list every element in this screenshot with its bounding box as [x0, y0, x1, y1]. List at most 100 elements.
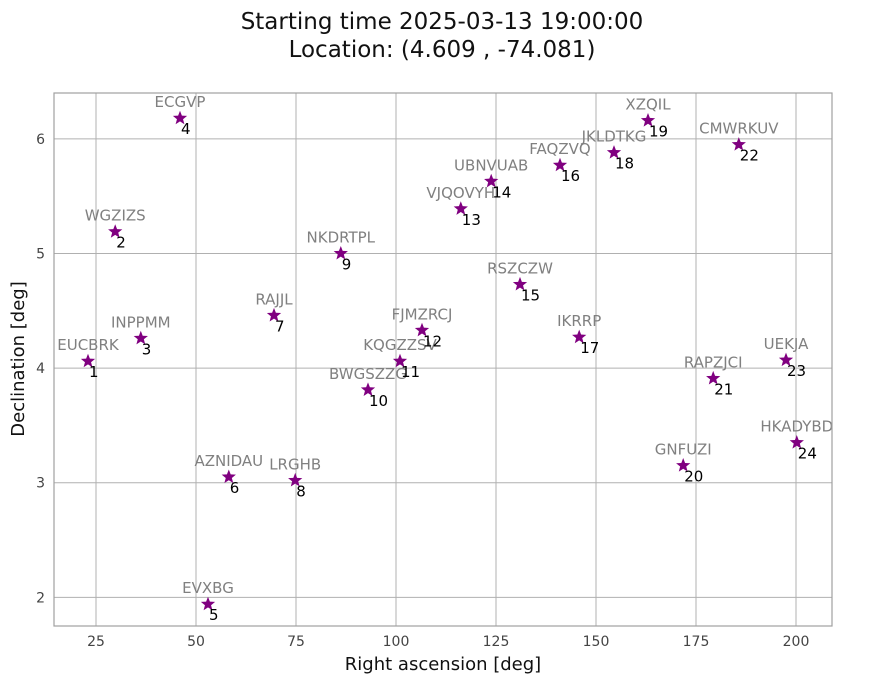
- star-marker-icon: [108, 224, 123, 238]
- data-point: EVXBG 5: [182, 579, 234, 624]
- point-number-label: 11: [401, 363, 420, 381]
- x-tick-label: 200: [783, 634, 810, 650]
- star-marker-icon: [333, 245, 348, 260]
- point-number-label: 4: [181, 120, 191, 138]
- point-number-label: 24: [798, 445, 817, 463]
- x-tick-label: 75: [287, 634, 305, 650]
- data-point: ECGVP 4: [155, 93, 206, 138]
- data-point: FAQZVQ 16: [529, 140, 590, 185]
- data-points: EUCBRK 1 WGZIZS 2 INPPMM 3 ECGVP 4 EVXBG 5 AZNIDAU…: [57, 93, 833, 624]
- point-name-label: VJQOVYH: [426, 184, 495, 202]
- point-name-label: RAJJL: [255, 290, 293, 308]
- data-point: KQGZZSV 11: [363, 336, 437, 381]
- x-tick-label: 150: [583, 634, 610, 650]
- x-tick-label: 125: [483, 634, 510, 650]
- x-tick-label: 175: [683, 634, 710, 650]
- chart-title-line-1: Starting time 2025-03-13 19:00:00: [241, 9, 644, 35]
- data-point: AZNIDAU 6: [194, 452, 263, 497]
- point-name-label: LRGHB: [269, 455, 321, 473]
- star-marker-icon: [200, 596, 216, 611]
- star-marker-icon: [731, 137, 746, 151]
- star-marker-icon: [453, 201, 468, 215]
- point-number-label: 10: [369, 392, 388, 410]
- point-number-label: 17: [580, 339, 599, 357]
- point-number-label: 21: [714, 380, 733, 398]
- point-number-label: 23: [787, 362, 806, 380]
- x-tick-label: 100: [383, 634, 410, 650]
- star-marker-icon: [706, 370, 721, 385]
- data-point: RSZCZW 15: [487, 259, 553, 304]
- point-number-label: 1: [89, 363, 99, 381]
- plot-frame: [53, 92, 833, 627]
- data-point: IKRRP 17: [557, 312, 601, 357]
- star-marker-icon: [552, 157, 568, 172]
- point-number-label: 5: [209, 606, 219, 624]
- star-marker-icon: [414, 322, 430, 337]
- data-point: NKDRTPL 9: [307, 228, 376, 273]
- point-name-label: INPPMM: [111, 313, 171, 331]
- point-number-label: 9: [342, 255, 352, 273]
- point-name-label: ECGVP: [155, 93, 206, 111]
- y-tick-label: 6: [36, 132, 45, 148]
- point-name-label: JKLDTKG: [581, 128, 647, 146]
- point-number-label: 7: [275, 317, 285, 335]
- data-point: EUCBRK 1: [57, 336, 120, 381]
- y-tick-label: 3: [36, 476, 45, 492]
- point-number-label: 2: [116, 234, 126, 252]
- data-point: INPPMM 3: [111, 313, 171, 358]
- star-marker-icon: [606, 145, 622, 159]
- point-number-label: 15: [521, 286, 540, 304]
- point-number-label: 6: [230, 479, 240, 497]
- point-number-label: 22: [740, 147, 759, 165]
- point-name-label: FJMZRCJ: [392, 305, 453, 323]
- star-marker-icon: [288, 472, 303, 487]
- point-name-label: FAQZVQ: [529, 140, 590, 158]
- star-marker-icon: [133, 330, 148, 345]
- data-point: FJMZRCJ 12: [392, 305, 453, 350]
- star-marker-icon: [778, 352, 794, 367]
- star-marker-icon: [512, 276, 528, 291]
- x-axis-label: Right ascension [deg]: [345, 654, 541, 675]
- point-name-label: RSZCZW: [487, 259, 553, 277]
- point-number-label: 19: [649, 123, 668, 141]
- data-point: UEKJA 23: [764, 335, 809, 380]
- x-tick-label: 25: [87, 634, 105, 650]
- point-name-label: XZQIL: [625, 96, 671, 114]
- star-marker-icon: [789, 435, 804, 449]
- point-name-label: GNFUZI: [655, 441, 712, 459]
- star-marker-icon: [484, 173, 499, 188]
- point-name-label: WGZIZS: [85, 207, 146, 225]
- star-marker-icon: [360, 382, 376, 396]
- point-name-label: EVXBG: [182, 579, 234, 597]
- star-marker-icon: [392, 353, 408, 368]
- point-number-label: 13: [462, 211, 481, 229]
- point-name-label: NKDRTPL: [307, 228, 376, 246]
- star-marker-icon: [676, 458, 691, 472]
- data-point: HKADYBD 24: [760, 418, 833, 463]
- point-name-label: RAPZJCI: [684, 353, 743, 371]
- point-name-label: BWGSZZG: [329, 365, 407, 383]
- point-name-label: IKRRP: [557, 312, 601, 330]
- y-axis-label: Declination [deg]: [8, 281, 29, 436]
- star-marker-icon: [221, 469, 236, 484]
- point-number-label: 8: [296, 482, 306, 500]
- data-point: VJQOVYH 13: [426, 184, 495, 229]
- star-marker-icon: [640, 113, 656, 127]
- point-number-label: 16: [561, 167, 580, 185]
- y-tick-label: 5: [36, 246, 45, 262]
- grid: [54, 93, 832, 626]
- point-name-label: AZNIDAU: [194, 452, 263, 470]
- data-point: RAJJL 7: [255, 290, 293, 335]
- star-marker-icon: [172, 110, 188, 125]
- y-tick-label: 2: [36, 590, 45, 606]
- data-point: WGZIZS 2: [85, 207, 146, 252]
- star-marker-icon: [572, 329, 587, 344]
- data-point: LRGHB 8: [269, 455, 321, 500]
- star-marker-icon: [80, 353, 96, 368]
- point-name-label: UBNVUAB: [454, 156, 528, 174]
- point-name-label: EUCBRK: [57, 336, 120, 354]
- data-point: UBNVUAB 14: [454, 156, 528, 201]
- data-point: BWGSZZG 10: [329, 365, 407, 410]
- point-name-label: UEKJA: [764, 335, 809, 353]
- x-tick-label: 50: [187, 634, 205, 650]
